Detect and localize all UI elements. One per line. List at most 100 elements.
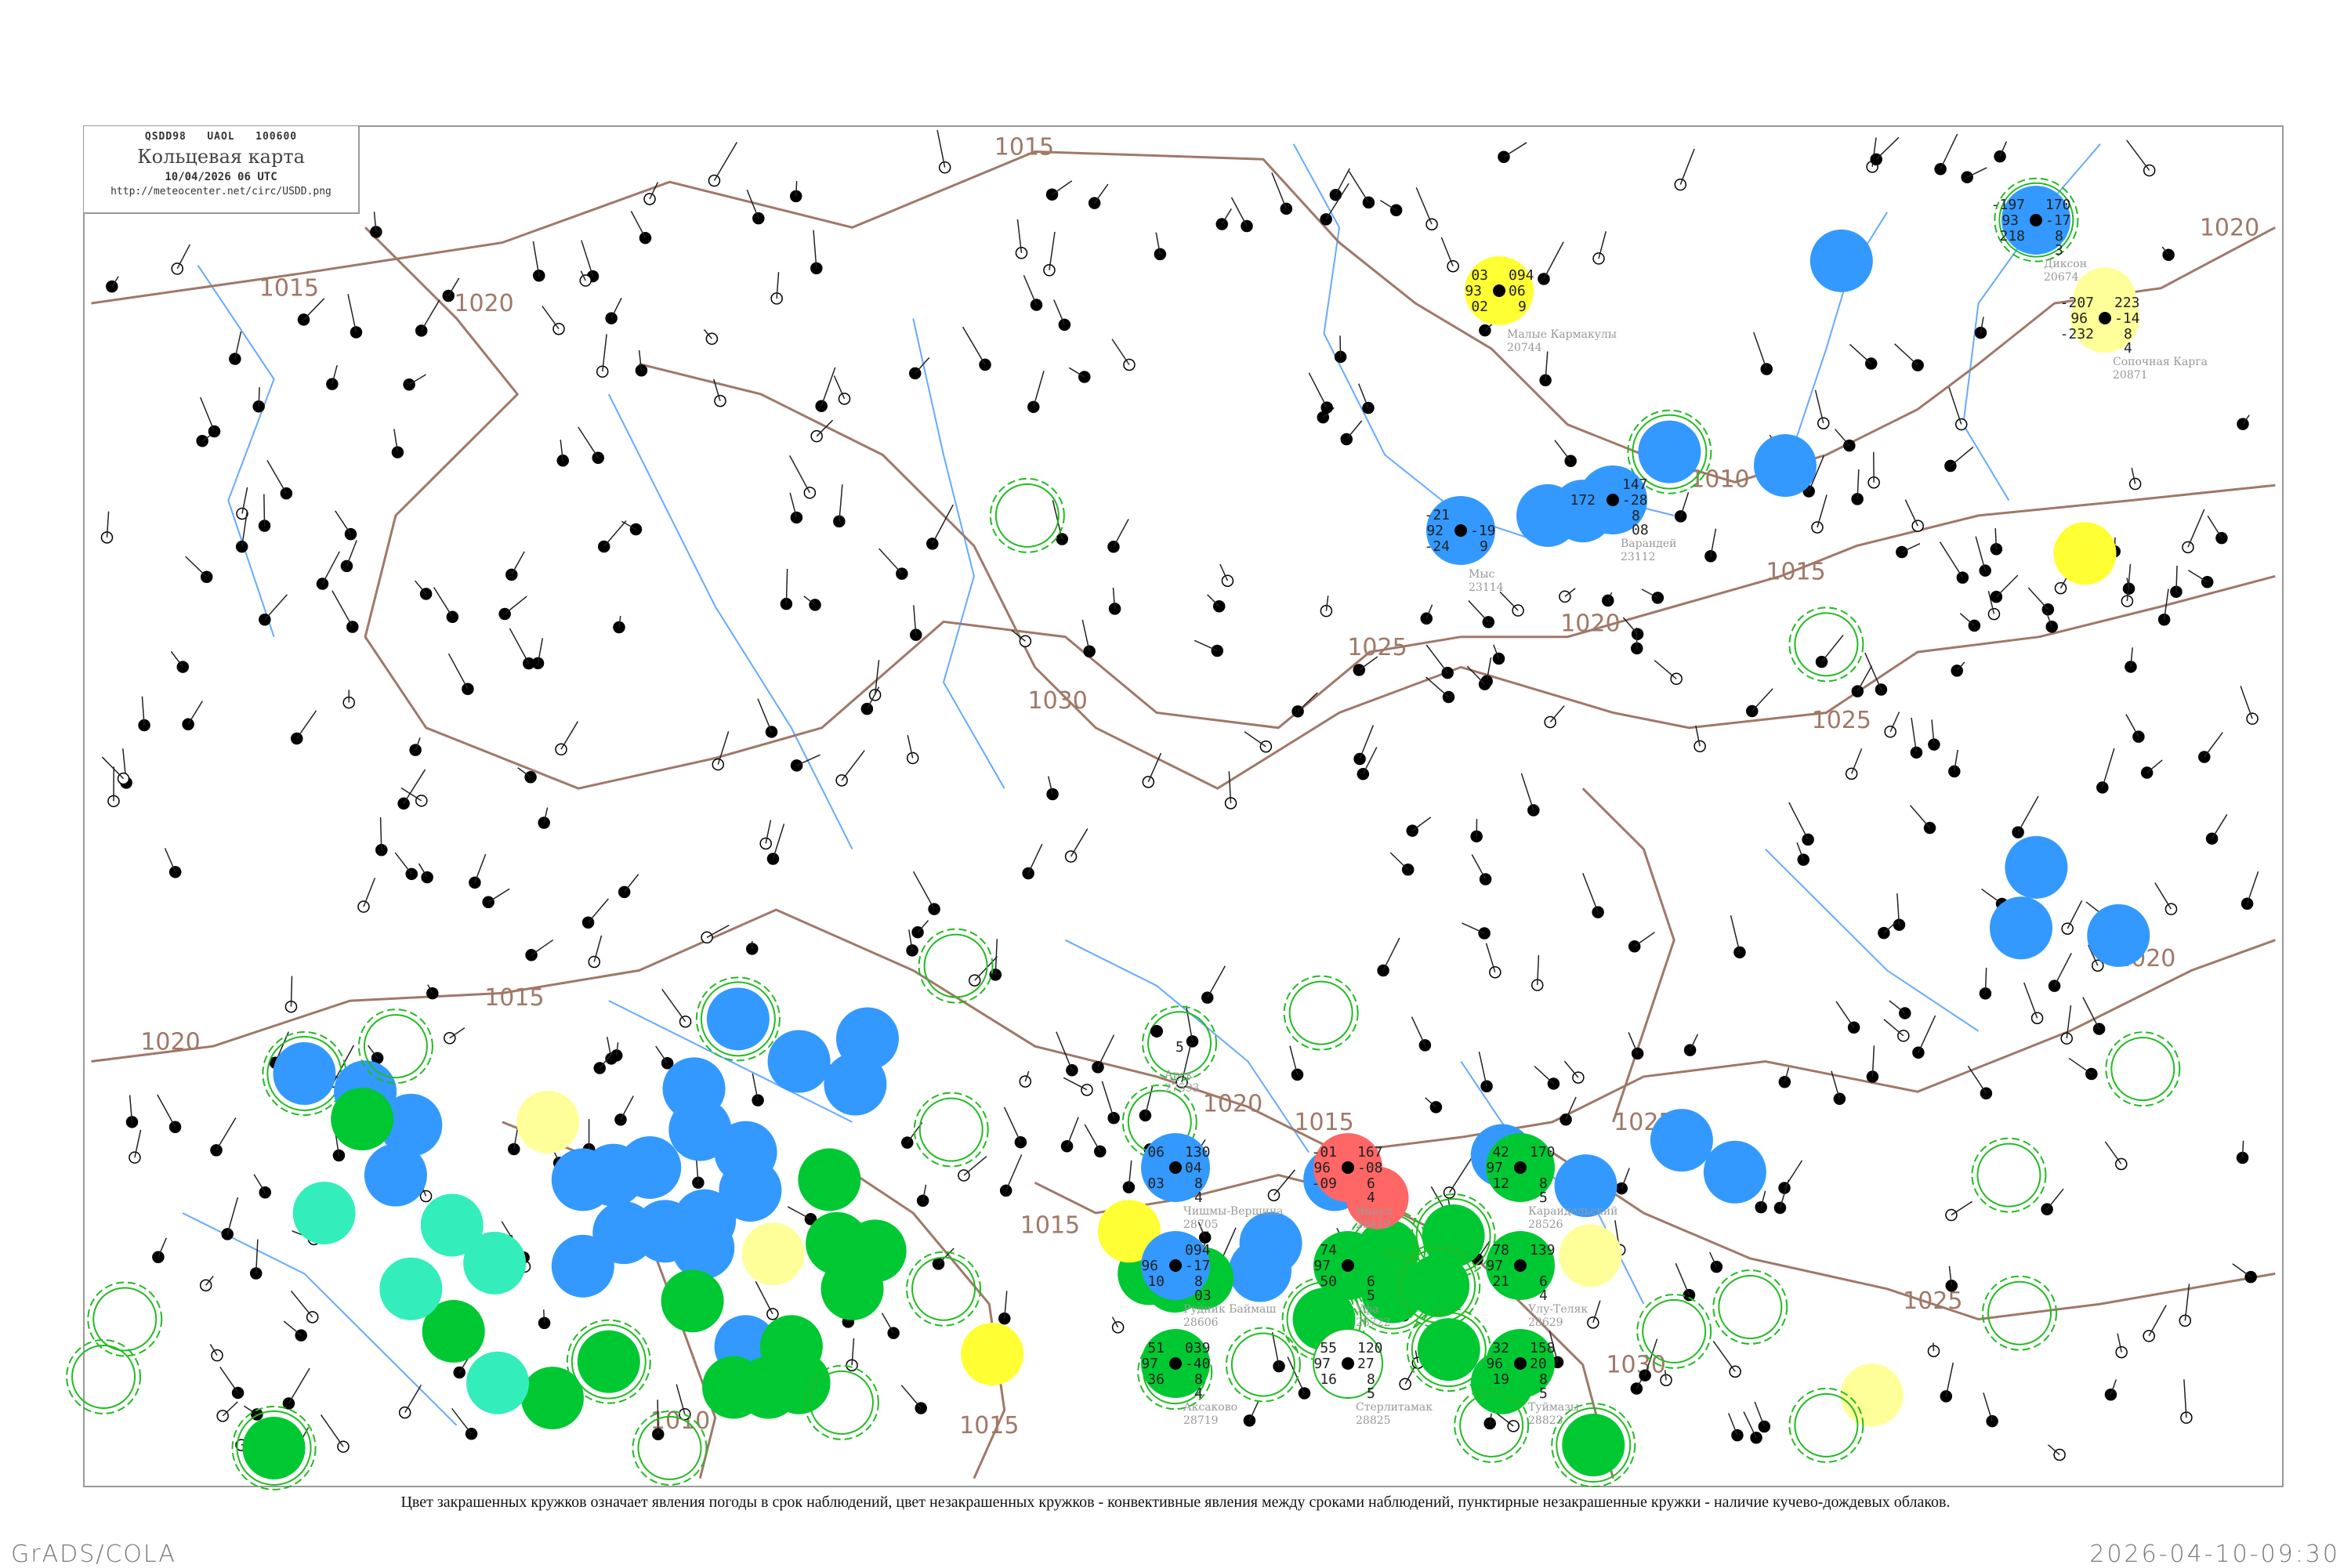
weather-circle-teal[interactable] [463,1232,526,1295]
weather-circle-green[interactable] [661,1269,724,1332]
weather-circle-teal[interactable] [293,1182,356,1244]
weather-circle-pale[interactable] [516,1091,579,1153]
station-tr: 167 [1357,1144,1383,1161]
weather-circle-yellow[interactable] [2054,522,2117,585]
weather-circle-blue[interactable] [1754,434,1817,497]
weather-circle-green[interactable] [521,1367,584,1429]
weather-circle-blue[interactable] [768,1030,831,1093]
weather-circle-blue[interactable] [824,1053,886,1116]
weather-circle-green[interactable] [243,1417,306,1479]
station-mr: -14 [2114,310,2140,327]
station-ml: 97 [1486,1160,1503,1176]
station-tl: 03 [1471,267,1488,284]
weather-circle-blue[interactable] [672,1217,734,1280]
weather-circle-green[interactable] [331,1088,393,1150]
footer-timestamp: 2026-04-10-09:30 [2089,1541,2340,1568]
cloud-cover-icon [1514,1357,1527,1370]
weather-circle-green[interactable] [1418,1318,1480,1381]
station-bb: 4 [1539,1287,1548,1304]
station-tr: 094 [1509,267,1534,284]
isobar-label: 1020 [1560,610,1620,637]
wind-barb [1933,1342,1934,1351]
cloud-cover-icon [1342,1161,1354,1174]
station-tl: 06 [1147,1144,1165,1161]
weather-circle-blue[interactable] [2005,836,2067,899]
station-ml: 172 [1570,492,1596,509]
cloud-cover-icon [1514,1259,1527,1272]
station-bl: -232 [2060,326,2094,342]
weather-circle-blue[interactable] [2087,904,2150,967]
weather-circle-blue[interactable] [364,1144,427,1207]
isobar-label: 1020 [140,1028,200,1056]
isobar-label: 1015 [994,134,1054,161]
station-name: Арск [1165,1069,1193,1081]
station-bb: 4 [1194,1190,1203,1206]
station-id: 20871 [2113,369,2148,382]
station-bl: 218 [1999,228,2025,244]
weather-circle-blue[interactable] [1990,896,2052,959]
weather-circle-blue[interactable] [1638,421,1701,483]
weather-circle-blue[interactable] [1704,1141,1766,1204]
cloud-cover-icon [1169,1357,1182,1370]
isobar-label: 1030 [1028,687,1088,715]
weather-circle-blue[interactable] [1810,230,1873,292]
weather-circle-green[interactable] [798,1148,860,1211]
weather-circle-teal[interactable] [466,1352,529,1414]
cloud-cover-icon [2099,312,2111,324]
wind-barb [2243,1141,2244,1158]
station-name: Аксаково [1183,1401,1237,1414]
station-mr: -08 [1357,1160,1383,1176]
station-bb: 3 [2055,242,2063,259]
station-bl: 36 [1147,1371,1165,1388]
weather-circle-pale[interactable] [1559,1224,1621,1287]
station-tr: 158 [1530,1340,1556,1356]
map-header-box: QSDD98 UAOL 100600 Кольцевая карта 10/04… [84,126,360,214]
station-tr: 039 [1185,1340,1211,1356]
station-tl: 74 [1320,1242,1337,1258]
weather-circle-pale[interactable] [1841,1363,1904,1426]
weather-circle-yellow[interactable] [961,1323,1023,1385]
weather-circle-pale[interactable] [742,1222,805,1285]
weather-circle-blue[interactable] [618,1136,681,1199]
station-name: Малые Кармакулы [1507,328,1617,341]
station-bb: 5 [1539,1190,1548,1206]
weather-circle-green[interactable] [821,1258,884,1320]
isobar-label: 1015 [259,275,319,302]
isobar-label: 1025 [1812,707,1871,734]
station-bb: 08 [1632,522,1649,538]
station-tl: -207 [2060,295,2094,311]
wind-barb [544,1309,545,1323]
weather-circle-blue[interactable] [707,987,770,1050]
station-bl: -24 [1424,538,1450,555]
weather-circle-green[interactable] [578,1331,640,1393]
station-tr: 120 [1357,1340,1383,1356]
weather-circle-green[interactable] [1407,1255,1469,1317]
isobar-label: 1015 [1020,1211,1080,1239]
station-bl: 12 [1492,1175,1509,1192]
station-id: 28722 [1356,1316,1391,1329]
weather-circle-blue[interactable] [1650,1109,1713,1171]
station-tl: -21 [1424,507,1450,523]
weather-circle-green[interactable] [737,1356,800,1419]
cloud-cover-icon [1493,284,1505,297]
station-name: Рудник Баймаш [1183,1303,1276,1316]
station-tl: 51 [1147,1340,1165,1356]
station-name: Диксон [2044,258,2087,270]
weather-circle-blue[interactable] [552,1235,614,1298]
isobar-label: 1015 [1294,1109,1353,1136]
weather-circle-blue[interactable] [273,1042,335,1105]
weather-circle-blue[interactable] [1229,1240,1291,1302]
cloud-cover-icon [1454,524,1467,537]
source-url[interactable]: http://meteocenter.net/circ/USDD.png [84,186,358,197]
weather-circle-green[interactable] [1562,1414,1625,1476]
station-name: Улу-Теляк [1528,1303,1588,1316]
station-bl: 02 [1471,299,1488,315]
wind-barb [264,494,265,525]
station-tr: 130 [1185,1144,1211,1161]
station-br: 5 [1176,1039,1184,1056]
legend-caption: Цвет закрашенных кружков означает явлени… [0,1494,2351,1512]
station-tr: 147 [1622,476,1648,493]
isobar-label: 1030 [1606,1352,1665,1379]
cloud-cover-icon [1169,1259,1182,1272]
weather-circle-teal[interactable] [379,1258,442,1320]
